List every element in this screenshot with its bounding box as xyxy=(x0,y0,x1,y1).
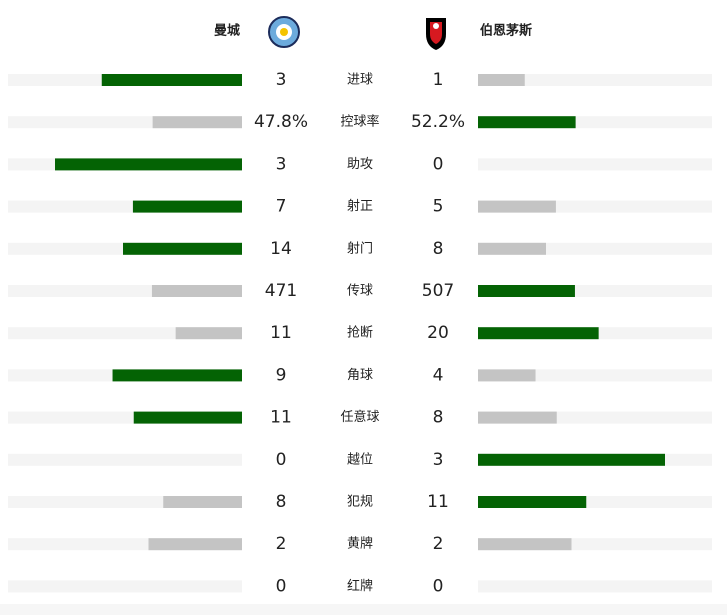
stat-label: 抢断 xyxy=(347,325,373,341)
away-value: 8 xyxy=(433,408,444,428)
home-value: 0 xyxy=(276,450,287,470)
home-bar xyxy=(151,285,242,297)
away-bar xyxy=(478,200,556,213)
home-value: 11 xyxy=(270,323,292,343)
home-value: 2 xyxy=(276,534,287,554)
home-track xyxy=(8,453,242,466)
home-value: 7 xyxy=(276,197,287,217)
away-track xyxy=(478,158,712,171)
away-value: 11 xyxy=(427,492,449,512)
stat-label: 犯规 xyxy=(347,495,373,510)
away-bar xyxy=(478,369,536,382)
home-bar xyxy=(148,538,242,551)
home-logo xyxy=(268,16,300,48)
away-bar xyxy=(478,411,557,424)
home-bar xyxy=(133,411,242,424)
home-bar xyxy=(175,327,242,340)
home-track xyxy=(8,580,242,593)
stat-label: 红牌 xyxy=(347,578,373,594)
away-value: 507 xyxy=(422,281,454,301)
away-bar xyxy=(478,496,587,508)
home-bar xyxy=(123,242,242,255)
stat-label: 助攻 xyxy=(347,157,373,172)
away-bar xyxy=(478,538,572,551)
stat-label: 角球 xyxy=(347,368,373,383)
home-value: 3 xyxy=(276,154,287,174)
away-value: 0 xyxy=(433,154,444,174)
home-team: 曼城 xyxy=(214,23,240,39)
stat-label: 射门 xyxy=(347,240,373,256)
stat-label: 传球 xyxy=(347,284,373,299)
away-bar xyxy=(478,453,665,466)
away-value: 0 xyxy=(433,576,444,596)
away-bar xyxy=(478,327,599,340)
away-value: 2 xyxy=(433,534,444,554)
stat-label: 射正 xyxy=(347,198,373,214)
home-bar xyxy=(55,158,242,171)
home-value: 14 xyxy=(270,239,292,259)
away-value: 52.2% xyxy=(411,112,465,132)
home-value: 3 xyxy=(276,70,287,90)
home-value: 0 xyxy=(276,576,287,596)
away-bar xyxy=(478,74,525,86)
stat-label: 控球率 xyxy=(340,114,379,130)
home-bar xyxy=(101,74,242,86)
away-value: 3 xyxy=(433,450,444,470)
footer-shade xyxy=(0,604,727,615)
home-value: 471 xyxy=(265,281,297,301)
away-value: 8 xyxy=(433,239,444,259)
away-bar xyxy=(478,285,575,297)
away-team: 伯恩茅斯 xyxy=(480,23,532,39)
home-bar xyxy=(112,369,243,382)
stat-label: 进球 xyxy=(347,73,373,88)
home-value: 11 xyxy=(270,408,292,428)
home-bar xyxy=(132,200,242,213)
home-value: 9 xyxy=(276,365,287,385)
away-bar xyxy=(478,242,546,255)
away-logo xyxy=(426,18,446,50)
away-value: 20 xyxy=(427,323,449,343)
stat-label: 任意球 xyxy=(340,409,379,425)
away-track xyxy=(478,369,712,382)
away-bar xyxy=(478,116,576,129)
home-value: 47.8% xyxy=(254,112,308,132)
home-bar xyxy=(152,116,242,129)
home-value: 8 xyxy=(276,492,287,512)
stat-label: 黄牌 xyxy=(347,536,373,552)
away-value: 1 xyxy=(433,70,444,90)
home-bar xyxy=(163,496,242,508)
away-track xyxy=(478,74,712,86)
away-value: 5 xyxy=(433,197,444,217)
stat-label: 越位 xyxy=(347,452,373,467)
away-value: 4 xyxy=(433,365,444,385)
away-track xyxy=(478,580,712,593)
